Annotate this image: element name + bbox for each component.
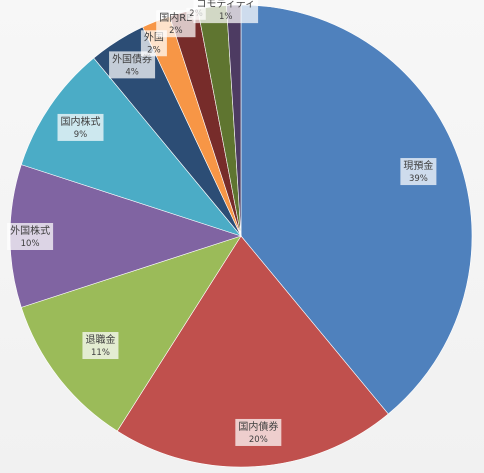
- data-label-value: 20%: [249, 435, 268, 445]
- data-label-category: コモディティ: [196, 0, 255, 10]
- pie-data-labels: 現預金39%国内債券20%退職金11%外国株式10%国内株式9%外国債券4%外国…: [7, 0, 437, 446]
- data-label-value: 2%: [169, 26, 183, 36]
- pie-slice-item-2: [116, 235, 389, 468]
- data-label-item-10: コモディティ 1%: [193, 0, 259, 24]
- data-label-value: 10%: [21, 239, 40, 249]
- pie-slices: [9, 4, 473, 468]
- data-label-value: 2%: [147, 45, 161, 55]
- data-label-value: 4%: [125, 67, 139, 77]
- data-label-item-3: 退職金 11%: [82, 332, 119, 360]
- data-label-category: 退職金: [85, 333, 115, 346]
- data-label-value: 9%: [74, 130, 88, 140]
- data-label-category: 国内債券: [238, 420, 278, 433]
- data-label-item-2: 国内債券 20%: [235, 418, 282, 446]
- data-label-item-5: 国内株式 9%: [57, 113, 104, 141]
- data-label-category: 外国株式: [10, 224, 50, 237]
- data-label-value: 11%: [91, 348, 110, 358]
- data-label-background: [400, 158, 437, 186]
- data-label-value: 39%: [409, 174, 428, 184]
- data-label-re: 国内RE 2%: [156, 10, 196, 38]
- data-label-category: 国内株式: [61, 115, 101, 128]
- data-label-background: [7, 223, 54, 250]
- pie-slice-item-1: [240, 4, 473, 415]
- data-label-background: [193, 0, 259, 24]
- data-label-background: [82, 332, 119, 360]
- data-label-category: 国内RE: [159, 11, 192, 24]
- data-label-item-1: 現預金 39%: [400, 158, 437, 186]
- pie-slice-item-3: [20, 235, 242, 432]
- data-label-category: 現預金: [403, 159, 433, 172]
- pie-slice-item-5: [20, 57, 242, 237]
- data-label-value: 1%: [219, 12, 233, 22]
- data-label-item-4: 外国株式 10%: [7, 223, 54, 250]
- data-label-background: [235, 418, 282, 446]
- data-label-background: [57, 113, 104, 141]
